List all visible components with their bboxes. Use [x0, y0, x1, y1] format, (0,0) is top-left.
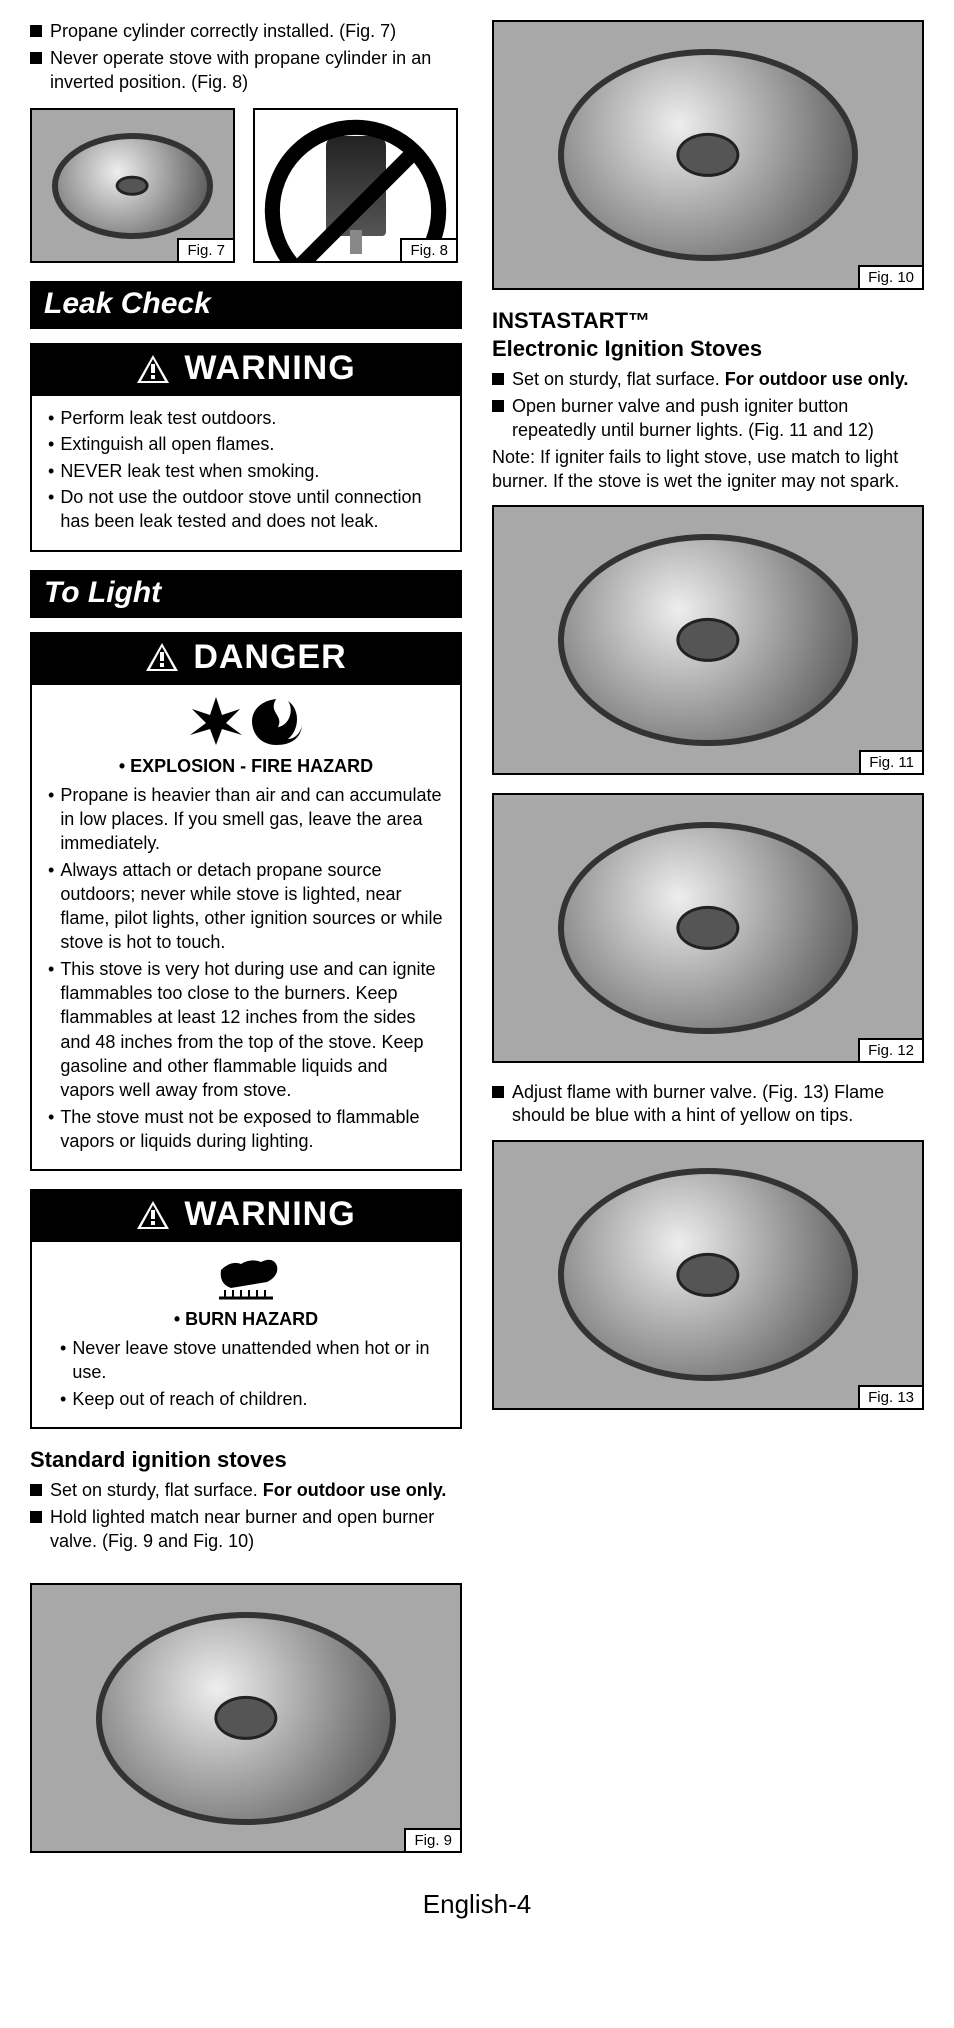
- figure-12: Fig. 12: [492, 793, 924, 1063]
- figure-label: Fig. 8: [400, 238, 456, 261]
- danger-header-text: DANGER: [193, 638, 346, 677]
- intro-bullet-text: Never operate stove with propane cylinde…: [50, 47, 462, 94]
- danger-header: DANGER: [32, 634, 460, 685]
- instastart-heading: INSTASTART™: [492, 308, 924, 334]
- figure-label: Fig. 13: [858, 1385, 922, 1408]
- burn-hand-icon: [211, 1250, 281, 1300]
- alert-triangle-icon: [136, 354, 170, 384]
- warning-item: Extinguish all open flames.: [60, 432, 274, 456]
- right-bullet: Set on sturdy, flat surface. For outdoor…: [492, 368, 924, 391]
- figure-label: Fig. 12: [858, 1038, 922, 1061]
- adjust-text: Adjust flame with burner valve. (Fig. 13…: [512, 1081, 924, 1128]
- bullet-square-icon: [492, 373, 504, 385]
- warning-header-text: WARNING: [184, 349, 355, 388]
- fire-icon: [248, 695, 304, 745]
- figure-label: Fig. 7: [177, 238, 233, 261]
- bullet-square-icon: [492, 400, 504, 412]
- warning-item: NEVER leak test when smoking.: [60, 459, 319, 483]
- igniter-note: Note: If igniter fails to light stove, u…: [492, 446, 924, 493]
- figure-label: Fig. 11: [859, 750, 922, 773]
- warning-header-text: WARNING: [184, 1195, 355, 1234]
- std-bullet-text: Hold lighted match near burner and open …: [50, 1506, 462, 1553]
- danger-item: Always attach or detach propane source o…: [60, 858, 444, 955]
- danger-box: DANGER • EXPLOSION - FIRE HAZARD •Propan…: [30, 632, 462, 1171]
- two-column-layout: Propane cylinder correctly installed. (F…: [30, 20, 924, 1871]
- hazard-title: • BURN HAZARD: [32, 1309, 460, 1330]
- intro-bullet-text: Propane cylinder correctly installed. (F…: [50, 20, 396, 43]
- stove-illustration: [558, 534, 858, 747]
- figure-8: Fig. 8: [253, 108, 458, 263]
- figure-10: Fig. 10: [492, 20, 924, 290]
- figure-label: Fig. 9: [404, 1828, 460, 1851]
- figure-7: Fig. 7: [30, 108, 235, 263]
- section-header-to-light: To Light: [30, 570, 462, 618]
- page-number: English-4: [30, 1889, 924, 1920]
- figure-13: Fig. 13: [492, 1140, 924, 1410]
- section-header-leak-check: Leak Check: [30, 281, 462, 329]
- alert-triangle-icon: [145, 642, 179, 672]
- stove-illustration: [96, 1612, 396, 1825]
- bullet-square-icon: [30, 52, 42, 64]
- figure-11: Fig. 11: [492, 505, 924, 775]
- stove-illustration: [558, 822, 858, 1035]
- explosion-icon: [188, 695, 244, 745]
- hazard-icons: [32, 685, 460, 756]
- danger-item: Propane is heavier than air and can accu…: [60, 783, 444, 856]
- standard-ignition-heading: Standard ignition stoves: [30, 1447, 462, 1473]
- std-bullet: Set on sturdy, flat surface. For outdoor…: [30, 1479, 462, 1502]
- danger-item: This stove is very hot during use and ca…: [60, 957, 444, 1103]
- right-bullet: Open burner valve and push igniter butto…: [492, 395, 924, 442]
- warning-item: Never leave stove unattended when hot or…: [72, 1336, 444, 1385]
- warning-item: Perform leak test outdoors.: [60, 406, 276, 430]
- warning-header: WARNING: [32, 1191, 460, 1242]
- intro-bullet: Propane cylinder correctly installed. (F…: [30, 20, 462, 43]
- bullet-square-icon: [30, 1511, 42, 1523]
- warning-box-burn: WARNING • BURN HAZARD •Never leave stove…: [30, 1189, 462, 1429]
- figure-label: Fig. 10: [858, 265, 922, 288]
- std-bullet-text: Set on sturdy, flat surface. For outdoor…: [50, 1479, 446, 1502]
- danger-item: The stove must not be exposed to flammab…: [60, 1105, 444, 1154]
- hazard-title: • EXPLOSION - FIRE HAZARD: [32, 756, 460, 777]
- warning-header: WARNING: [32, 345, 460, 396]
- warning-box-leak: WARNING •Perform leak test outdoors. •Ex…: [30, 343, 462, 551]
- warning-body: •Perform leak test outdoors. •Extinguish…: [32, 396, 460, 549]
- right-column: Fig. 10 INSTASTART™ Electronic Ignition …: [492, 20, 924, 1871]
- warning-item: Keep out of reach of children.: [72, 1387, 307, 1411]
- stove-illustration: [52, 133, 213, 239]
- bullet-square-icon: [492, 1086, 504, 1098]
- warning-body: •Never leave stove unattended when hot o…: [32, 1336, 460, 1427]
- stove-illustration: [558, 49, 858, 262]
- electronic-ignition-heading: Electronic Ignition Stoves: [492, 336, 924, 362]
- stove-illustration: [558, 1168, 858, 1381]
- bullet-square-icon: [30, 25, 42, 37]
- right-bullet-text: Open burner valve and push igniter butto…: [512, 395, 924, 442]
- adjust-bullet: Adjust flame with burner valve. (Fig. 13…: [492, 1081, 924, 1128]
- intro-bullet: Never operate stove with propane cylinde…: [30, 47, 462, 94]
- left-column: Propane cylinder correctly installed. (F…: [30, 20, 462, 1871]
- warning-item: Do not use the outdoor stove until conne…: [60, 485, 444, 534]
- figure-row-7-8: Fig. 7 Fig. 8: [30, 108, 462, 263]
- std-bullet: Hold lighted match near burner and open …: [30, 1506, 462, 1553]
- alert-triangle-icon: [136, 1200, 170, 1230]
- burn-icon-wrap: [32, 1242, 460, 1309]
- danger-body: •Propane is heavier than air and can acc…: [32, 783, 460, 1169]
- bullet-square-icon: [30, 1484, 42, 1496]
- figure-9: Fig. 9: [30, 1583, 462, 1853]
- cylinder-illustration: [326, 136, 386, 236]
- right-bullet-text: Set on sturdy, flat surface. For outdoor…: [512, 368, 908, 391]
